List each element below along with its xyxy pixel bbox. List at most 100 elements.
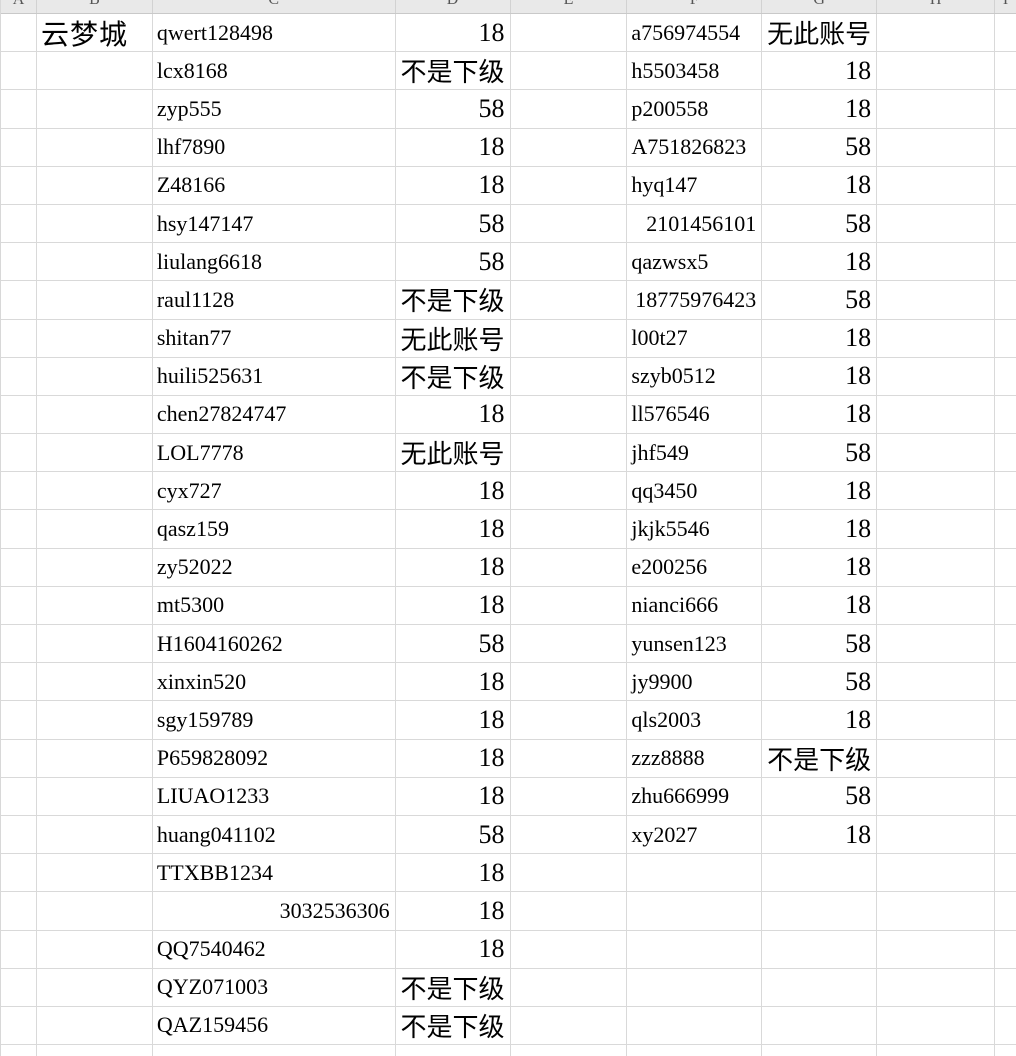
- cell-c-account[interactable]: H1604160262: [153, 625, 396, 663]
- cell-g-value[interactable]: [762, 892, 878, 930]
- cell-b-region[interactable]: [37, 739, 153, 777]
- cell-d-value[interactable]: 58: [396, 243, 511, 281]
- cell-h[interactable]: [877, 243, 996, 281]
- cell-g-value[interactable]: 58: [762, 625, 878, 663]
- cell-d-value[interactable]: [396, 1045, 511, 1056]
- cell-b-region[interactable]: [37, 701, 153, 739]
- cell-b-region[interactable]: [37, 243, 153, 281]
- cell-f-account[interactable]: [627, 968, 763, 1006]
- cell-h[interactable]: [877, 52, 996, 90]
- cell-c-account[interactable]: xinxin520: [153, 663, 396, 701]
- cell-h[interactable]: [877, 739, 996, 777]
- cell-e[interactable]: [511, 281, 628, 319]
- cell-b-region[interactable]: [37, 204, 153, 243]
- cell-c-account[interactable]: chen27824747: [153, 395, 396, 434]
- cell-i[interactable]: [995, 320, 1016, 357]
- cell-f-account[interactable]: [627, 1045, 763, 1056]
- cell-f-account[interactable]: 2101456101: [627, 204, 763, 243]
- cell-i[interactable]: [995, 472, 1016, 509]
- cell-g-value[interactable]: [762, 968, 878, 1006]
- column-header-c[interactable]: C: [153, 0, 396, 13]
- cell-e[interactable]: [511, 663, 628, 701]
- cell-b-region[interactable]: [37, 968, 153, 1006]
- cell-d-value[interactable]: 18: [396, 586, 511, 624]
- cell-g-value[interactable]: [762, 1006, 878, 1045]
- cell-h[interactable]: [877, 1006, 996, 1045]
- cell-h[interactable]: [877, 319, 996, 357]
- cell-a[interactable]: [1, 14, 37, 52]
- cell-g-value[interactable]: 18: [762, 586, 878, 624]
- cell-b-region[interactable]: [37, 319, 153, 357]
- cell-f-account[interactable]: qazwsx5: [627, 243, 763, 281]
- cell-b-region[interactable]: [37, 777, 153, 815]
- cell-g-value[interactable]: 不是下级: [762, 739, 878, 777]
- cell-i[interactable]: [995, 14, 1016, 51]
- cell-a[interactable]: [1, 357, 37, 395]
- cell-d-value[interactable]: 无此账号: [396, 434, 511, 472]
- cell-g-value[interactable]: 58: [762, 204, 878, 243]
- cell-b-region[interactable]: [37, 52, 153, 90]
- cell-c-account[interactable]: lcx8168: [153, 52, 396, 90]
- cell-d-value[interactable]: 18: [396, 892, 511, 930]
- cell-b-region[interactable]: [37, 930, 153, 968]
- cell-e[interactable]: [511, 968, 628, 1006]
- cell-b-region[interactable]: [37, 586, 153, 624]
- cell-g-value[interactable]: 18: [762, 90, 878, 128]
- cell-d-value[interactable]: 不是下级: [396, 52, 511, 90]
- cell-f-account[interactable]: qq3450: [627, 472, 763, 510]
- cell-d-value[interactable]: 18: [396, 777, 511, 815]
- cell-e[interactable]: [511, 1045, 628, 1056]
- cell-a[interactable]: [1, 243, 37, 281]
- cell-i[interactable]: [995, 281, 1016, 318]
- cell-d-value[interactable]: 18: [396, 128, 511, 166]
- cell-g-value[interactable]: 18: [762, 548, 878, 586]
- cell-d-value[interactable]: 18: [396, 854, 511, 892]
- cell-d-value[interactable]: 58: [396, 815, 511, 854]
- cell-c-account[interactable]: LOL7778: [153, 434, 396, 472]
- cell-h[interactable]: [877, 930, 996, 968]
- cell-e[interactable]: [511, 739, 628, 777]
- cell-e[interactable]: [511, 52, 628, 90]
- cell-f-account[interactable]: jkjk5546: [627, 510, 763, 548]
- cell-e[interactable]: [511, 1006, 628, 1045]
- cell-a[interactable]: [1, 815, 37, 854]
- cell-i[interactable]: [995, 931, 1016, 968]
- cell-a[interactable]: [1, 52, 37, 90]
- cell-c-account[interactable]: zy52022: [153, 548, 396, 586]
- cell-f-account[interactable]: zhu666999: [627, 777, 763, 815]
- cell-h[interactable]: [877, 357, 996, 395]
- cell-i[interactable]: [995, 778, 1016, 815]
- cell-i[interactable]: [995, 892, 1016, 929]
- column-header-a[interactable]: A: [1, 0, 37, 13]
- cell-f-account[interactable]: hyq147: [627, 166, 763, 204]
- cell-a[interactable]: [1, 319, 37, 357]
- cell-c-account[interactable]: shitan77: [153, 319, 396, 357]
- cell-d-value[interactable]: 58: [396, 204, 511, 243]
- cell-f-account[interactable]: a756974554: [627, 14, 763, 52]
- cell-i[interactable]: [995, 587, 1016, 624]
- cell-e[interactable]: [511, 14, 628, 52]
- cell-g-value[interactable]: 无此账号: [762, 14, 878, 52]
- cell-e[interactable]: [511, 701, 628, 739]
- cell-c-account[interactable]: zyp555: [153, 90, 396, 128]
- cell-g-value[interactable]: 18: [762, 815, 878, 854]
- cell-h[interactable]: [877, 777, 996, 815]
- cell-i[interactable]: [995, 52, 1016, 89]
- cell-d-value[interactable]: 58: [396, 90, 511, 128]
- cell-e[interactable]: [511, 892, 628, 930]
- cell-b-region[interactable]: [37, 815, 153, 854]
- cell-c-account[interactable]: TTXBB1234: [153, 854, 396, 892]
- cell-h[interactable]: [877, 395, 996, 434]
- cell-g-value[interactable]: 18: [762, 510, 878, 548]
- cell-g-value[interactable]: 18: [762, 166, 878, 204]
- cell-a[interactable]: [1, 281, 37, 319]
- cell-i[interactable]: [995, 243, 1016, 280]
- cell-d-value[interactable]: 18: [396, 510, 511, 548]
- cell-c-account[interactable]: QQ7540462: [153, 930, 396, 968]
- cell-e[interactable]: [511, 395, 628, 434]
- cell-g-value[interactable]: 58: [762, 777, 878, 815]
- cell-d-value[interactable]: 无此账号: [396, 319, 511, 357]
- cell-a[interactable]: [1, 701, 37, 739]
- cell-d-value[interactable]: 18: [396, 548, 511, 586]
- cell-f-account[interactable]: qls2003: [627, 701, 763, 739]
